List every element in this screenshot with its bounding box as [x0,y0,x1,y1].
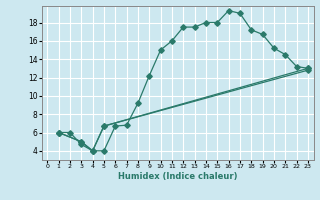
X-axis label: Humidex (Indice chaleur): Humidex (Indice chaleur) [118,172,237,181]
